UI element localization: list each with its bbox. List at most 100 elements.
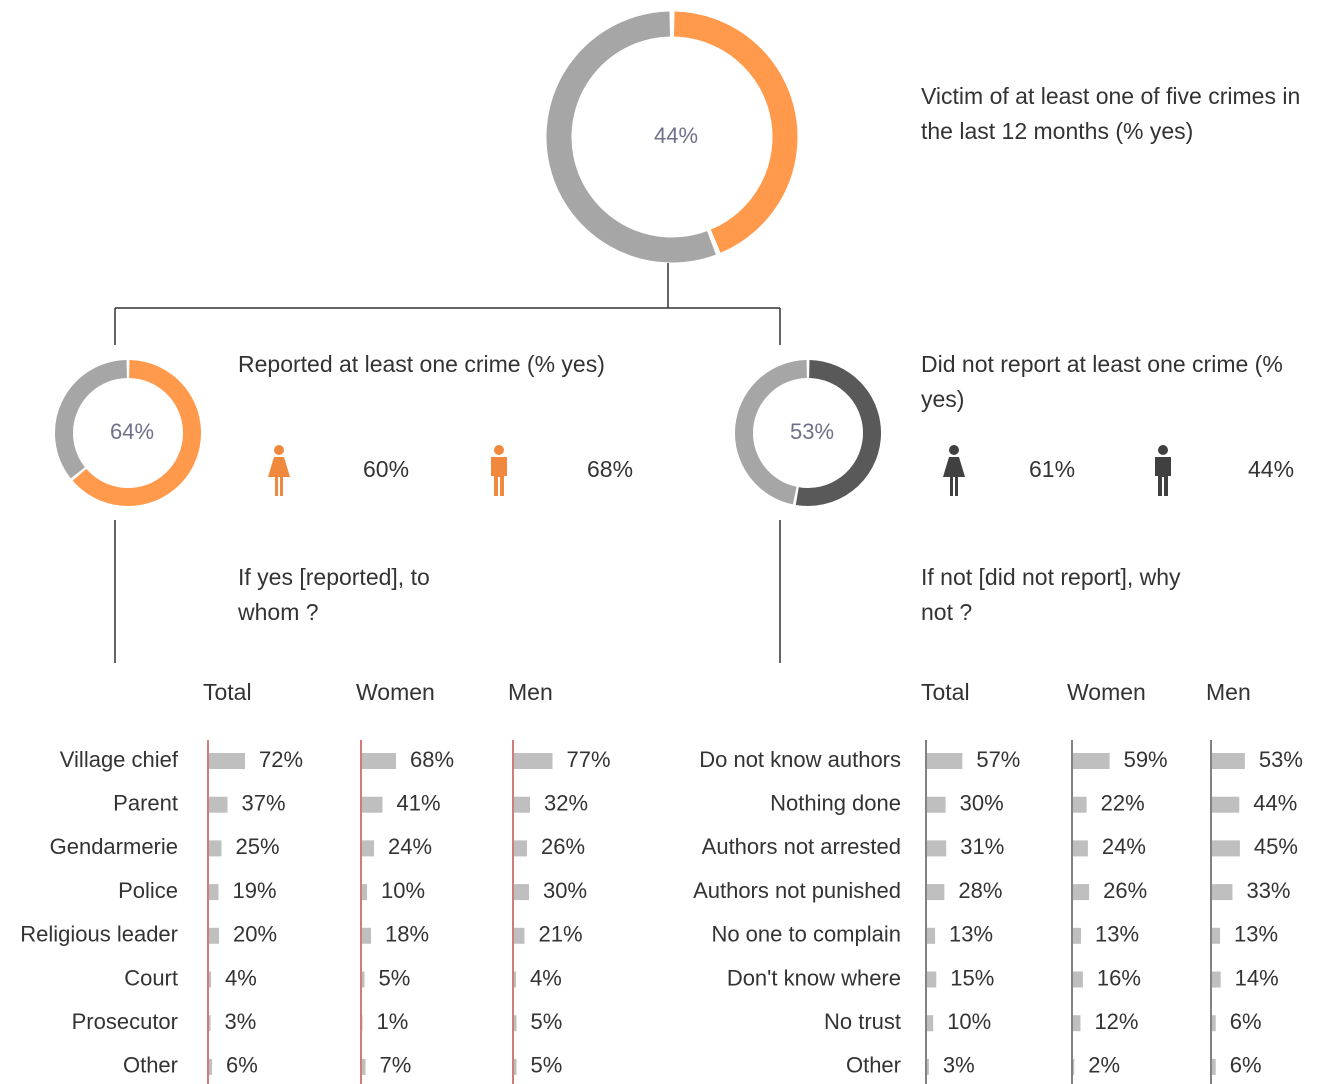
donut-title: Did not report at least one crime (% yes… xyxy=(921,351,1283,412)
men-value: 44% xyxy=(1248,456,1294,482)
bar-value-label: 19% xyxy=(233,878,277,903)
category-label: Police xyxy=(118,878,178,903)
donut-title: Reported at least one crime (% yes) xyxy=(238,351,605,377)
bar-value-label: 10% xyxy=(381,878,425,903)
bar xyxy=(514,796,530,813)
category-label: Do not know authors xyxy=(699,747,901,772)
bar xyxy=(514,753,553,769)
bar xyxy=(1212,927,1221,944)
series-header: Men xyxy=(1206,679,1251,705)
bar xyxy=(927,884,945,901)
donut-value-arc xyxy=(72,360,201,506)
bar-value-label: 13% xyxy=(1234,922,1278,947)
bar-value-label: 77% xyxy=(567,747,611,772)
bar xyxy=(1073,884,1090,901)
bar-value-label: 24% xyxy=(388,834,432,859)
bar xyxy=(1073,971,1083,988)
bar-value-label: 41% xyxy=(397,791,441,816)
bar xyxy=(1212,753,1245,769)
bar xyxy=(927,1058,929,1075)
bar-value-label: 33% xyxy=(1246,878,1290,903)
donut-value-arc xyxy=(795,360,881,506)
bar xyxy=(362,1015,363,1032)
donut-rest-arc xyxy=(735,360,808,505)
bar xyxy=(927,971,937,988)
donut-value-arc xyxy=(673,11,798,253)
bar-value-label: 2% xyxy=(1088,1053,1120,1078)
bar-value-label: 28% xyxy=(958,878,1002,903)
man-icon-body xyxy=(491,457,507,496)
bar-value-label: 24% xyxy=(1102,834,1146,859)
donut-label: 44% xyxy=(654,123,698,148)
bar-value-label: 6% xyxy=(1230,1009,1262,1034)
category-label: Authors not arrested xyxy=(702,834,901,859)
bar xyxy=(927,796,946,813)
category-label: Nothing done xyxy=(770,791,901,816)
bar xyxy=(209,796,228,813)
category-label: Parent xyxy=(113,791,178,816)
man-icon-body xyxy=(1155,457,1171,496)
bar xyxy=(514,1015,517,1032)
bar xyxy=(927,840,947,857)
woman-icon-body xyxy=(943,457,965,496)
bar-value-label: 18% xyxy=(385,922,429,947)
bar xyxy=(514,971,516,988)
bar xyxy=(514,1058,517,1075)
bar-value-label: 3% xyxy=(943,1053,975,1078)
bar-value-label: 7% xyxy=(380,1053,412,1078)
bar xyxy=(1073,927,1082,944)
bar xyxy=(362,753,396,769)
bar xyxy=(1212,971,1221,988)
bar xyxy=(1212,1015,1216,1032)
bar xyxy=(1073,796,1087,813)
bar xyxy=(362,840,374,857)
bar xyxy=(927,927,936,944)
bar xyxy=(514,884,529,901)
bar-value-label: 57% xyxy=(976,747,1020,772)
bar xyxy=(1212,840,1240,857)
bar-value-label: 20% xyxy=(233,922,277,947)
bar xyxy=(1212,796,1240,813)
bar-value-label: 1% xyxy=(377,1009,409,1034)
category-label: No trust xyxy=(824,1009,901,1034)
bar xyxy=(1073,1058,1075,1075)
bar-value-label: 6% xyxy=(1230,1053,1262,1078)
donut-rest-arc xyxy=(55,360,128,479)
bar-value-label: 30% xyxy=(960,791,1004,816)
category-label: Gendarmerie xyxy=(50,834,178,859)
series-header: Total xyxy=(921,679,970,705)
bar-value-label: 32% xyxy=(544,791,588,816)
category-label: Court xyxy=(124,965,178,990)
series-header: Women xyxy=(356,679,435,705)
bar-value-label: 5% xyxy=(531,1053,563,1078)
man-icon-head xyxy=(494,445,504,455)
bar-value-label: 31% xyxy=(960,834,1004,859)
bar-value-label: 14% xyxy=(1235,965,1279,990)
bar-subtitle: If not [did not report], why not ? xyxy=(921,564,1181,625)
bar-value-label: 21% xyxy=(539,922,583,947)
category-label: Don't know where xyxy=(727,965,901,990)
series-header: Total xyxy=(203,679,252,705)
donut-rest-arc xyxy=(546,11,716,263)
bar-value-label: 4% xyxy=(225,965,257,990)
woman-icon-head xyxy=(274,445,284,455)
bar xyxy=(927,753,963,769)
bar xyxy=(209,753,245,769)
category-label: Religious leader xyxy=(20,922,178,947)
connector-lines xyxy=(114,263,781,663)
bar-value-label: 5% xyxy=(379,965,411,990)
bar-value-label: 53% xyxy=(1259,747,1303,772)
woman-icon-head xyxy=(949,445,959,455)
bar xyxy=(209,1058,212,1075)
bar xyxy=(1073,1015,1081,1032)
connectors xyxy=(114,263,781,663)
bar-value-label: 26% xyxy=(1103,878,1147,903)
bar-subtitle: If yes [reported], to whom ? xyxy=(238,564,430,625)
bar-value-label: 16% xyxy=(1097,965,1141,990)
bar-value-label: 6% xyxy=(226,1053,258,1078)
bar xyxy=(1073,840,1088,857)
bar-value-label: 26% xyxy=(541,834,585,859)
bar-value-label: 3% xyxy=(225,1009,257,1034)
category-label: No one to complain xyxy=(711,922,901,947)
